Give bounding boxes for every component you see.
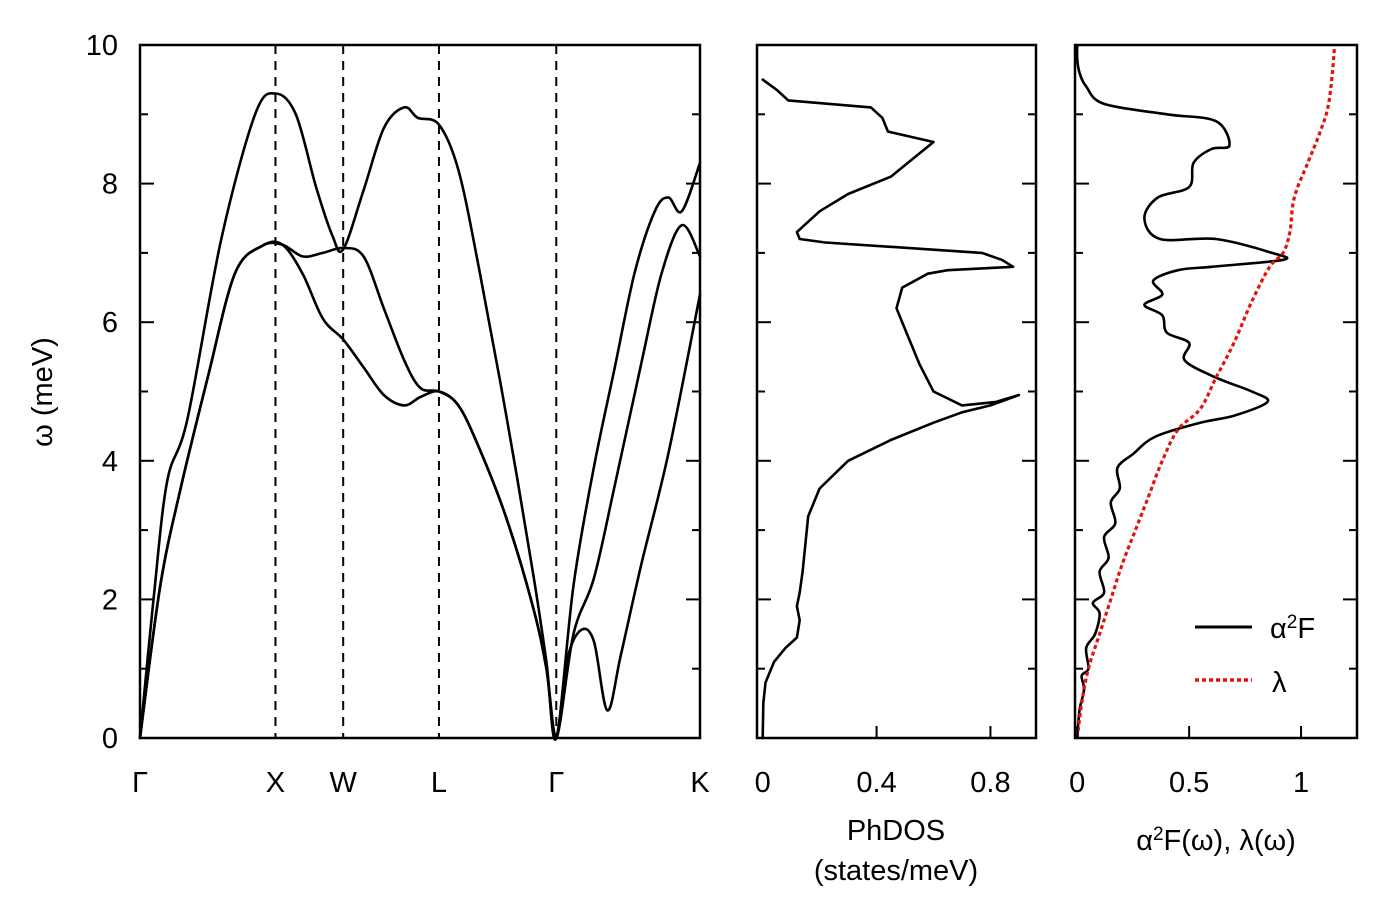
- y-tick-label: 0: [102, 723, 118, 755]
- high-symmetry-label: Γ: [132, 767, 148, 799]
- x-tick-label: 0: [755, 767, 771, 799]
- y-tick-label: 10: [86, 30, 118, 62]
- y-tick-label: 4: [102, 446, 118, 478]
- x-tick-label: 0.5: [1169, 767, 1209, 799]
- legend-label-lambda: λ: [1272, 667, 1287, 699]
- dispersion-panel: 0 2 4 6 8 10 Γ X W L Γ K ω (meV): [27, 30, 710, 799]
- phonon-branch: [138, 223, 702, 740]
- a2f-curve: [1075, 44, 1289, 739]
- high-symmetry-label: X: [266, 767, 285, 799]
- eliashberg-panel: 0 0.5 1 α2F(ω), λ(ω) α2F λ: [1069, 43, 1359, 858]
- x-tick-label: 0.4: [856, 767, 896, 799]
- phdos-x-title-line1: PhDOS: [847, 815, 945, 847]
- x-tick-label: 0: [1069, 767, 1085, 799]
- y-tick-label: 8: [102, 169, 118, 201]
- legend-label-a2f: α2F: [1270, 612, 1315, 646]
- y-tick-label: 2: [102, 584, 118, 616]
- dispersion-y-ticks: 0 2 4 6 8 10: [86, 30, 700, 755]
- eliashberg-x-title: α2F(ω), λ(ω): [1136, 824, 1296, 858]
- high-symmetry-label: Γ: [548, 767, 564, 799]
- y-axis-title: ω (meV): [27, 337, 59, 447]
- phdos-x-title-line2: (states/meV): [814, 855, 978, 887]
- phdos-curve: [761, 78, 1021, 740]
- legend: α2F λ: [1195, 612, 1315, 699]
- phonon-branch: [138, 92, 702, 742]
- eliashberg-curves: [1075, 44, 1337, 739]
- high-symmetry-label: K: [690, 767, 710, 799]
- high-symmetry-label: L: [431, 767, 447, 799]
- x-tick-label: 0.8: [970, 767, 1010, 799]
- high-symmetry-label: W: [330, 767, 358, 799]
- phdos-frame: [755, 43, 1038, 740]
- lambda-curve: [1075, 44, 1337, 739]
- phonon-branch: [138, 240, 702, 740]
- dispersion-curves: [138, 92, 702, 742]
- dispersion-frame: [138, 43, 702, 740]
- x-tick-label: 1: [1293, 767, 1309, 799]
- high-symmetry-lines: [274, 45, 558, 738]
- eliashberg-ticks: 0 0.5 1: [1069, 44, 1357, 799]
- y-tick-label: 6: [102, 307, 118, 339]
- phdos-line: [761, 78, 1021, 740]
- phdos-panel: 0 0.4 0.8 PhDOS (states/meV): [755, 43, 1038, 887]
- phdos-ticks: 0 0.4 0.8: [755, 44, 1036, 799]
